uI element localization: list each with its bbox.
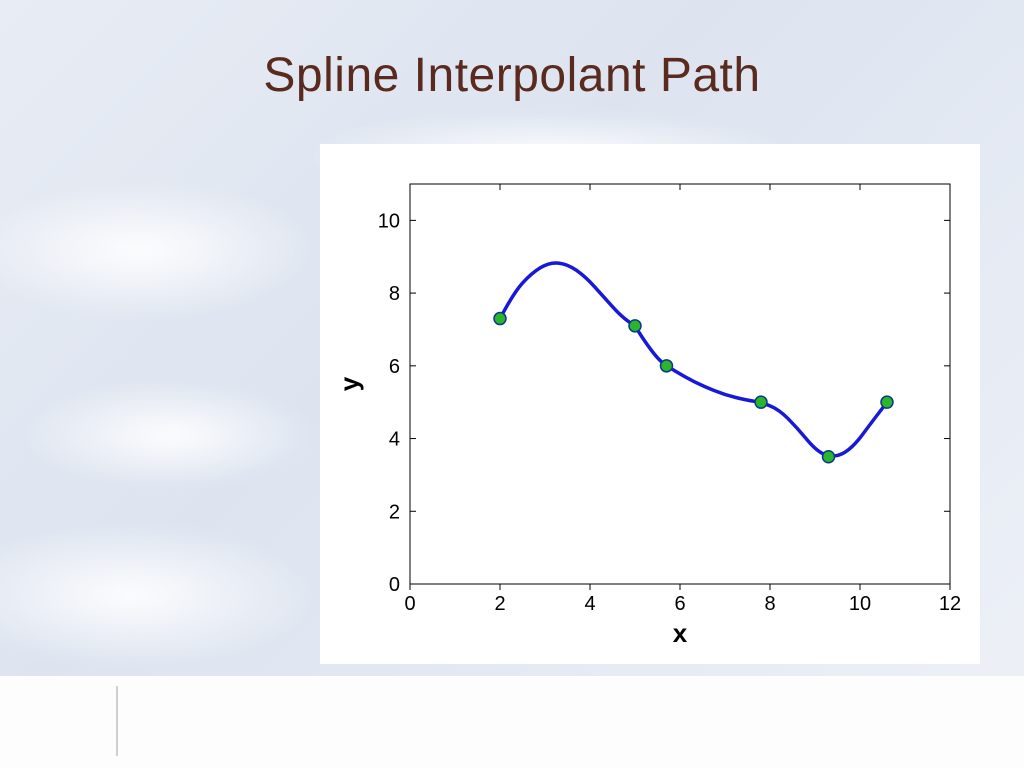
- ytick-label: 0: [389, 574, 400, 596]
- ytick-label: 2: [389, 501, 400, 523]
- chart-svg: 0 2 4 6 8 10 12 0 2 4 6 8 10 x y: [320, 144, 980, 664]
- data-marker: [629, 320, 641, 332]
- x-axis-label: x: [673, 618, 688, 648]
- xtick-label: 4: [584, 593, 595, 615]
- footer-bar: [0, 676, 1024, 768]
- chart-panel: 0 2 4 6 8 10 12 0 2 4 6 8 10 x y: [320, 144, 980, 664]
- y-axis-label: y: [334, 376, 364, 391]
- xtick-label: 8: [764, 593, 775, 615]
- xtick-label: 2: [494, 593, 505, 615]
- ytick-label: 6: [389, 356, 400, 378]
- cloud-decoration: [0, 180, 320, 320]
- ytick-label: 4: [389, 429, 400, 451]
- cloud-decoration: [20, 380, 320, 490]
- ytick-label: 8: [389, 283, 400, 305]
- xtick-label: 12: [939, 593, 961, 615]
- xtick-label: 10: [849, 593, 871, 615]
- footer-separator: [116, 686, 118, 756]
- cloud-decoration: [0, 520, 320, 670]
- data-marker: [755, 396, 767, 408]
- data-marker: [823, 451, 835, 463]
- xtick-label: 6: [674, 593, 685, 615]
- data-marker: [881, 396, 893, 408]
- data-marker: [494, 313, 506, 325]
- data-marker: [661, 360, 673, 372]
- xtick-label: 0: [404, 593, 415, 615]
- slide: Spline Interpolant Path 0 2 4 6 8 10 12 0 2 4 6 8 10…: [0, 0, 1024, 768]
- slide-title: Spline Interpolant Path: [0, 48, 1024, 103]
- ytick-label: 10: [378, 210, 400, 232]
